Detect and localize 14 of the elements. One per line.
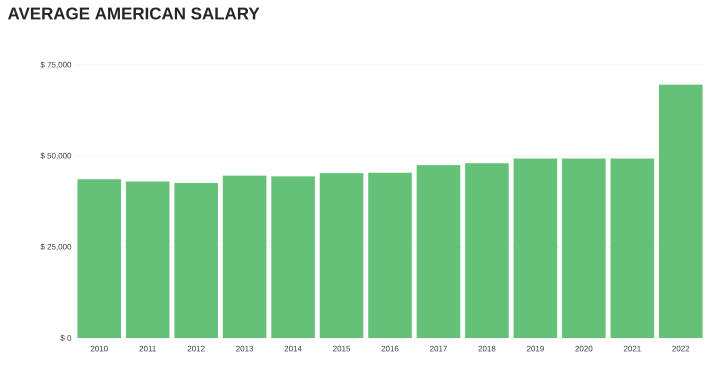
bar — [368, 172, 412, 338]
bar — [465, 163, 509, 338]
bar — [271, 176, 315, 338]
bar — [658, 84, 703, 338]
bar — [174, 182, 218, 338]
bar — [562, 158, 606, 338]
bar — [416, 165, 460, 338]
bar — [77, 179, 122, 338]
chart-title: AVERAGE AMERICAN SALARY — [8, 8, 260, 20]
bar — [126, 181, 170, 338]
bar — [610, 158, 654, 338]
bar — [514, 158, 558, 338]
bar — [222, 176, 266, 338]
bar — [320, 173, 364, 338]
